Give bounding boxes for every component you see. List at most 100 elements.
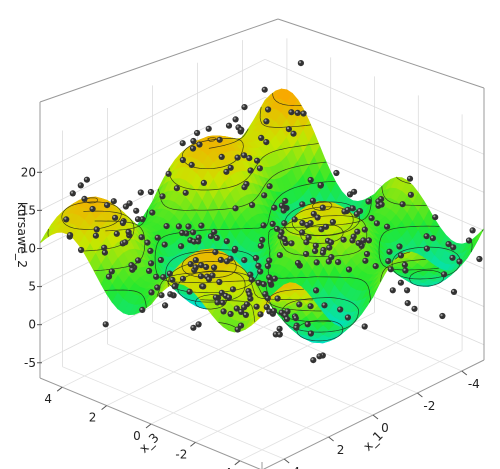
scatter-point: [319, 249, 326, 256]
scatter-point: [386, 248, 393, 255]
scatter-point: [110, 198, 117, 205]
scatter-point: [154, 284, 161, 291]
scatter-point: [241, 184, 248, 191]
scatter-point: [147, 247, 154, 254]
grid-line: [62, 366, 285, 460]
scatter-point: [294, 259, 302, 267]
scatter-point: [178, 243, 185, 250]
scatter-point: [214, 299, 221, 306]
x1-tick-label: 4: [292, 465, 300, 469]
scatter-point: [253, 303, 260, 310]
scatter-point: [67, 232, 74, 239]
scatter-point: [297, 60, 304, 67]
scatter-point: [432, 214, 439, 221]
scatter-point: [247, 167, 254, 174]
scatter-point: [263, 118, 270, 125]
scatter-point: [399, 201, 406, 208]
scatter-point: [310, 357, 317, 364]
scatter-point: [378, 201, 385, 208]
scatter-point: [200, 283, 207, 290]
scatter-point: [274, 295, 281, 302]
x3-tick-label: 0: [133, 429, 141, 443]
scatter-point: [149, 209, 156, 216]
scatter-point: [313, 287, 320, 294]
scatter-point: [292, 315, 299, 322]
x3-tick: [190, 442, 196, 447]
scatter-point: [255, 279, 262, 286]
x1-tick: [372, 414, 379, 420]
scatter-point: [266, 274, 273, 281]
scatter-point: [154, 234, 161, 241]
x3-tick: [56, 386, 63, 392]
scatter-point: [269, 220, 276, 227]
scatter-point: [316, 353, 323, 360]
scatter-point: [263, 304, 270, 311]
scatter-point: [389, 287, 396, 294]
surface: [39, 88, 485, 344]
scatter-point: [179, 275, 187, 282]
contours: [47, 93, 483, 342]
scatter-point: [246, 291, 253, 298]
scatter-point: [122, 239, 129, 246]
scatter-point: [227, 310, 234, 318]
scatter-point: [355, 240, 362, 247]
scatter-point: [267, 278, 274, 286]
scatter-point: [200, 179, 207, 186]
scatter-point: [187, 261, 194, 268]
x3-tick: [145, 423, 152, 429]
scatter-point: [232, 116, 239, 123]
x3-tick-label: 4: [44, 392, 52, 406]
scatter-point: [112, 214, 119, 221]
scatter-point: [276, 325, 283, 332]
scatter-point: [198, 262, 205, 269]
scatter-point: [300, 110, 307, 117]
scatter-point: [328, 239, 335, 246]
scatter-point: [105, 273, 113, 280]
scatter-point: [234, 154, 241, 161]
scatter-point: [69, 190, 76, 197]
scatter-point: [340, 236, 347, 243]
scatter-point: [81, 195, 88, 202]
scatter-point: [139, 306, 146, 313]
scatter-point: [397, 279, 404, 286]
x3-tick-label: -2: [175, 447, 187, 461]
z-tick-label: -5: [24, 356, 36, 370]
scatter-point: [254, 157, 261, 164]
scatter-point: [319, 204, 326, 211]
scatter-point: [165, 170, 172, 177]
scatter-point: [212, 294, 219, 301]
scatter-point: [476, 255, 483, 263]
grid-line: [152, 321, 374, 416]
scatter-point: [212, 249, 219, 256]
scatter-point: [219, 299, 226, 306]
scatter-point: [238, 308, 245, 315]
x3-tick-label: 2: [89, 411, 97, 425]
scatter-point: [423, 233, 430, 240]
scatter-point: [307, 303, 314, 310]
scatter-point: [309, 197, 316, 204]
scatter-point: [465, 237, 473, 244]
scatter-point: [407, 191, 414, 198]
scatter-point: [232, 205, 239, 212]
scatter-point: [138, 234, 145, 241]
scatter-point: [148, 289, 155, 296]
scatter-point: [227, 164, 234, 171]
scatter-point: [160, 274, 167, 281]
scatter-point: [229, 286, 237, 293]
scatter-point: [350, 233, 357, 240]
scatter-point: [101, 249, 108, 256]
scatter-point: [304, 321, 311, 328]
scatter-point: [119, 219, 126, 227]
scatter-point: [255, 262, 262, 269]
scatter-point: [101, 244, 108, 251]
scatter-point: [429, 235, 436, 242]
scatter-point: [203, 263, 210, 271]
scatter-point: [77, 182, 84, 189]
x1-tick-label: 2: [337, 443, 345, 457]
scatter-point: [128, 262, 135, 269]
scatter-point: [322, 223, 330, 230]
scatter-point: [402, 267, 409, 274]
contour-line: [93, 161, 483, 332]
scatter-point: [146, 267, 153, 274]
